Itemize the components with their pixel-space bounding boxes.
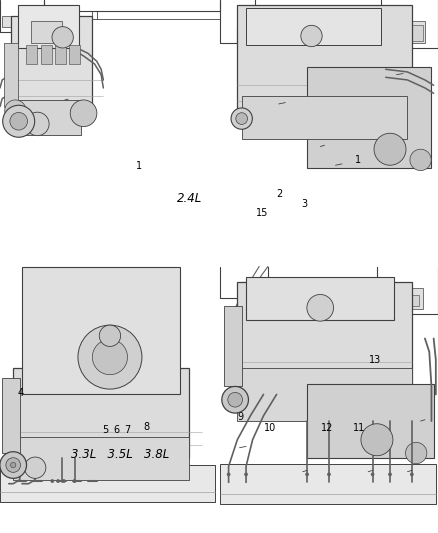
Circle shape bbox=[99, 325, 120, 346]
Text: 12: 12 bbox=[321, 423, 334, 433]
Circle shape bbox=[92, 340, 127, 375]
Text: 4: 4 bbox=[18, 389, 24, 398]
Circle shape bbox=[3, 106, 35, 137]
Bar bbox=[15, 100, 81, 134]
Bar bbox=[18, 29, 79, 67]
Circle shape bbox=[231, 108, 252, 130]
Circle shape bbox=[227, 473, 230, 476]
Bar bbox=[403, 288, 423, 309]
Text: 2.4L: 2.4L bbox=[177, 192, 202, 205]
Circle shape bbox=[73, 480, 76, 482]
Bar bbox=[406, 295, 419, 306]
Circle shape bbox=[301, 26, 322, 47]
Circle shape bbox=[70, 100, 97, 127]
Circle shape bbox=[62, 480, 65, 482]
Circle shape bbox=[5, 100, 26, 122]
Bar bbox=[0, 465, 215, 502]
Circle shape bbox=[10, 112, 28, 130]
Bar bbox=[13, 437, 189, 480]
Circle shape bbox=[52, 27, 73, 48]
Circle shape bbox=[25, 457, 46, 479]
Bar bbox=[237, 5, 412, 117]
Bar bbox=[333, 29, 399, 61]
Bar bbox=[242, 301, 314, 338]
Bar bbox=[411, 25, 423, 42]
Circle shape bbox=[236, 112, 247, 124]
Circle shape bbox=[51, 480, 54, 482]
Bar bbox=[237, 368, 412, 421]
Text: 2: 2 bbox=[276, 189, 283, 199]
Text: 5: 5 bbox=[102, 425, 108, 435]
Text: 11: 11 bbox=[353, 423, 365, 433]
Circle shape bbox=[374, 133, 406, 165]
Circle shape bbox=[361, 424, 393, 456]
Bar bbox=[22, 266, 180, 394]
Circle shape bbox=[389, 473, 392, 476]
Circle shape bbox=[46, 461, 64, 480]
Bar bbox=[242, 29, 311, 61]
Bar bbox=[307, 384, 434, 458]
Bar bbox=[242, 96, 407, 139]
Circle shape bbox=[77, 107, 90, 120]
Bar bbox=[18, 5, 79, 48]
Bar bbox=[41, 45, 52, 64]
Text: 15: 15 bbox=[256, 208, 268, 218]
Circle shape bbox=[78, 325, 142, 389]
Circle shape bbox=[328, 473, 330, 476]
Text: 6: 6 bbox=[113, 425, 119, 435]
Bar bbox=[69, 45, 80, 64]
Text: 13: 13 bbox=[369, 355, 381, 365]
Circle shape bbox=[57, 480, 60, 482]
Circle shape bbox=[406, 442, 427, 464]
Circle shape bbox=[371, 473, 374, 476]
Bar bbox=[307, 67, 431, 168]
Bar bbox=[20, 376, 77, 413]
Circle shape bbox=[244, 473, 247, 476]
Circle shape bbox=[307, 294, 334, 321]
Circle shape bbox=[306, 473, 309, 476]
Bar bbox=[26, 45, 37, 64]
Bar bbox=[340, 301, 405, 338]
Bar bbox=[246, 8, 381, 45]
Circle shape bbox=[410, 149, 431, 171]
Text: 10: 10 bbox=[264, 423, 276, 433]
Bar bbox=[119, 376, 176, 413]
Text: 1: 1 bbox=[355, 155, 361, 165]
Bar bbox=[11, 16, 92, 117]
Bar bbox=[407, 21, 425, 43]
Bar bbox=[237, 282, 412, 394]
Circle shape bbox=[222, 386, 248, 413]
Bar bbox=[31, 21, 62, 43]
Bar bbox=[224, 306, 242, 386]
Circle shape bbox=[11, 462, 16, 468]
Circle shape bbox=[26, 112, 49, 135]
Bar bbox=[4, 43, 18, 107]
Bar bbox=[2, 16, 11, 27]
Circle shape bbox=[410, 473, 413, 476]
Text: 8: 8 bbox=[144, 423, 150, 432]
Text: 3: 3 bbox=[301, 199, 307, 208]
Circle shape bbox=[228, 392, 243, 407]
Text: 3.3L   3.5L   3.8L: 3.3L 3.5L 3.8L bbox=[71, 448, 170, 461]
Bar bbox=[246, 277, 394, 320]
Text: 9: 9 bbox=[237, 412, 243, 422]
Bar bbox=[220, 464, 436, 504]
Text: 1: 1 bbox=[136, 161, 142, 171]
Circle shape bbox=[0, 451, 27, 479]
Text: 7: 7 bbox=[124, 425, 131, 435]
Circle shape bbox=[6, 458, 21, 472]
Bar bbox=[55, 45, 66, 64]
Bar bbox=[2, 378, 20, 453]
Bar bbox=[13, 368, 189, 458]
